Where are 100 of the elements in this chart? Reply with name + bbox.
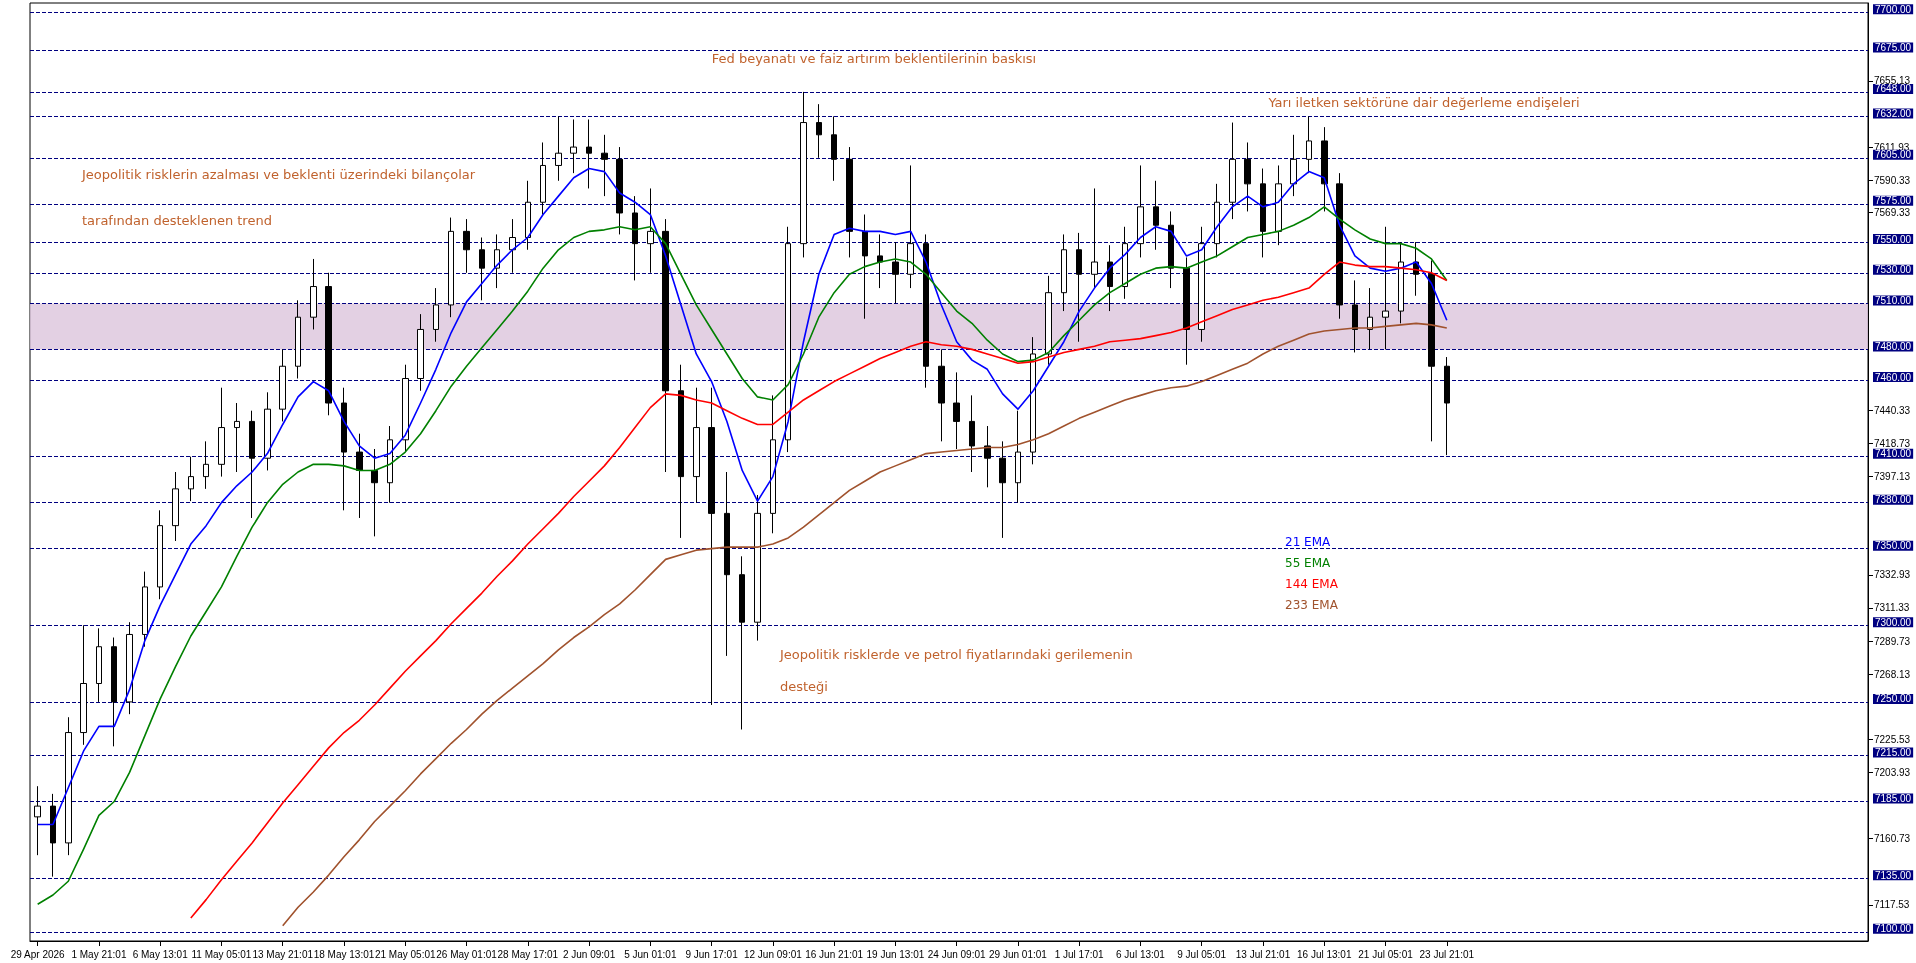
annotation: Jeopolitik risklerde ve petrol fiyatlarındaki gerilemenin xyxy=(779,647,1133,662)
candlestick xyxy=(1168,210,1174,289)
ref-line-label: 7350.00 xyxy=(1875,540,1912,552)
x-tick-label: 1 Jul 17:01 xyxy=(1054,948,1105,960)
candlestick xyxy=(540,141,546,216)
candlestick xyxy=(479,237,485,301)
y-tick-label: 7590.33 xyxy=(1874,174,1911,186)
candlestick xyxy=(249,410,255,519)
text: 144 EMA xyxy=(1285,577,1339,591)
x-tick-label: 26 May 01:01 xyxy=(436,948,498,960)
candlestick xyxy=(999,440,1006,539)
annotation: Jeopolitik risklerin azalması ve beklenti üzerindeki bilançolar xyxy=(81,167,476,182)
candlestick xyxy=(877,233,883,289)
candlestick xyxy=(923,233,929,389)
candlestick xyxy=(1444,356,1450,456)
candlestick xyxy=(632,195,638,281)
candlestick xyxy=(310,258,317,330)
y-tick-label: 7397.13 xyxy=(1874,470,1911,482)
candlestick xyxy=(770,394,776,534)
candlestick xyxy=(739,555,745,730)
y-tick-label: 7289.73 xyxy=(1874,635,1911,647)
ref-line-label: 7632.00 xyxy=(1875,107,1912,119)
candlestick xyxy=(1352,279,1358,353)
candlestick xyxy=(1122,226,1128,300)
y-tick-label: 7268.13 xyxy=(1874,668,1911,680)
ref-line-label: 7185.00 xyxy=(1875,793,1912,805)
ref-line-label: 7510.00 xyxy=(1875,294,1912,306)
candlestick xyxy=(938,348,945,442)
x-tick-label: 1 May 21:01 xyxy=(71,948,127,960)
x-tick-label: 9 Jul 05:01 xyxy=(1177,948,1227,960)
x-tick-label: 12 Jun 09:01 xyxy=(743,948,803,960)
candlestick xyxy=(1306,115,1312,174)
candlestick xyxy=(800,91,807,258)
ref-line-label: 7550.00 xyxy=(1875,233,1912,245)
candlestick xyxy=(234,402,240,473)
candlestick xyxy=(907,164,914,289)
candlestick xyxy=(172,471,179,542)
candlestick xyxy=(662,218,669,473)
candlestick xyxy=(50,793,56,878)
y-tick-label: 7440.33 xyxy=(1874,404,1911,416)
text: 233 EMA xyxy=(1285,598,1339,612)
candlestick xyxy=(846,146,853,258)
ref-line-label: 7410.00 xyxy=(1875,448,1912,460)
x-tick-label: 6 May 13:01 xyxy=(132,948,189,960)
y-tick-label: 7160.73 xyxy=(1874,833,1911,845)
candlestick xyxy=(218,387,225,478)
candlestick xyxy=(953,371,960,450)
ref-line-label: 7460.00 xyxy=(1875,371,1912,383)
line-series xyxy=(36,167,1448,826)
ref-line-label: 7575.00 xyxy=(1875,195,1912,207)
y-tick-label: 7332.93 xyxy=(1874,569,1911,581)
text: 21 EMA xyxy=(1285,535,1332,549)
x-tick-label: 13 Jul 21:01 xyxy=(1235,948,1291,960)
candlestick xyxy=(1107,244,1113,312)
x-tick-label: 29 Apr 2026 xyxy=(10,948,66,960)
line-series xyxy=(190,261,1448,919)
candlestick xyxy=(509,218,516,274)
candlestick xyxy=(1290,134,1297,197)
ref-line-label: 7250.00 xyxy=(1875,693,1912,705)
ref-line-label: 7100.00 xyxy=(1875,923,1912,935)
candlestick xyxy=(1260,168,1266,258)
candlestick xyxy=(984,425,991,488)
candlestick xyxy=(371,448,378,537)
y-tick-label: 7117.53 xyxy=(1874,899,1910,911)
y-tick-label: 7225.53 xyxy=(1874,733,1911,745)
candlestick xyxy=(142,571,148,648)
candlestick xyxy=(892,241,899,304)
candlestick xyxy=(341,387,347,511)
candlestick xyxy=(785,226,791,453)
text: 55 EMA xyxy=(1285,556,1332,570)
x-tick-label: 16 Jul 13:01 xyxy=(1297,948,1352,960)
y-tick-label: 7203.93 xyxy=(1874,767,1911,779)
annotation: Fed beyanatı ve faiz artırım beklentilerinin baskısı xyxy=(711,51,1037,66)
x-tick-label: 13 May 21:01 xyxy=(252,948,314,960)
candlestick xyxy=(555,115,562,182)
annotation: Yarı iletken sektörüne dair değerleme endişeleri xyxy=(1267,95,1580,110)
candlestick xyxy=(463,218,470,274)
candlestick xyxy=(831,115,837,182)
candlestick xyxy=(448,217,454,318)
candlestick xyxy=(1015,410,1021,504)
candlestick xyxy=(816,103,822,159)
candlestick xyxy=(1045,275,1052,366)
candlestick xyxy=(34,785,41,856)
y-tick-label: 7311.33 xyxy=(1874,602,1910,614)
x-tick-label: 11 May 05:01 xyxy=(191,948,252,960)
candlestick xyxy=(295,299,301,380)
line-series xyxy=(36,206,1448,906)
candlestick xyxy=(96,627,102,703)
x-tick-label: 18 May 13:01 xyxy=(313,948,375,960)
candlestick xyxy=(402,364,409,453)
x-tick-label: 2 Jun 09:01 xyxy=(562,948,616,960)
x-tick-label: 28 May 17:01 xyxy=(497,948,559,960)
candlestick xyxy=(1091,187,1098,289)
candlestick xyxy=(188,456,194,502)
candlestick xyxy=(356,433,363,519)
x-tick-label: 16 Jun 21:01 xyxy=(805,948,864,960)
x-tick-label: 29 Jun 01:01 xyxy=(989,948,1048,960)
candlestick xyxy=(647,187,654,274)
candlestick xyxy=(1428,259,1435,442)
candlestick xyxy=(126,621,133,715)
